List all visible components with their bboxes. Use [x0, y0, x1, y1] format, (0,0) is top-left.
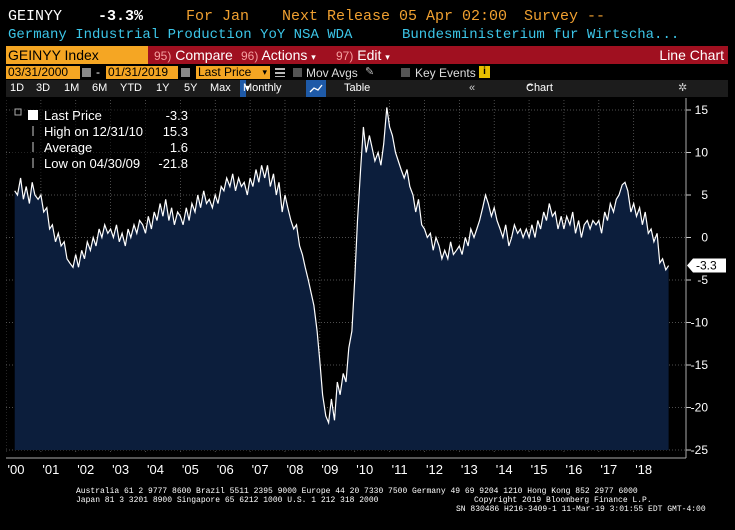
frequency-dropdown-icon: ▼	[243, 83, 252, 93]
chart-toolbar: GEINYY Index 95) Compare 96) Actions ▾ 9…	[6, 46, 728, 64]
for-period-label: For Jan	[186, 8, 250, 25]
field-dropdown-icon: ▾	[262, 67, 267, 77]
y-tick-label: 5	[701, 188, 708, 202]
legend-value: 1.6	[170, 140, 188, 155]
description-label: Germany Industrial Production YoY NSA WD…	[8, 27, 353, 43]
header-row: GEINYY -3.3% For Jan Next Release 05 Apr…	[0, 8, 735, 28]
x-tick-label: '01	[42, 462, 59, 477]
legend-label: Last Price	[44, 108, 102, 123]
legend-label: High on 12/31/10	[44, 124, 143, 139]
legend-label: Average	[44, 140, 92, 155]
series-area-fill	[14, 107, 669, 451]
compare-button[interactable]: 95) Compare	[154, 47, 233, 63]
end-date-field[interactable]: 01/31/2019	[106, 66, 178, 79]
last-value-label: -3.3	[696, 259, 717, 273]
x-tick-label: '15	[531, 462, 548, 477]
x-tick-label: '09	[321, 462, 338, 477]
chart-area: 15 10 5 0 -5 -10 -15 -20 -25 '00 '01 '02 '03 '04 '05 '0…	[5, 98, 728, 478]
line-chart: 15 10 5 0 -5 -10 -15 -20 -25 '00 '01 '02 '03 '04 '05 '0…	[5, 98, 728, 478]
period-ytd[interactable]: YTD	[120, 82, 142, 94]
x-tick-label: '17	[600, 462, 617, 477]
table-button[interactable]: Table	[344, 82, 371, 94]
mov-avgs-checkbox[interactable]	[293, 68, 302, 77]
period-6m[interactable]: 6M	[92, 82, 108, 94]
x-tick-label: '11	[392, 462, 408, 477]
y-tick-label: 10	[695, 146, 709, 160]
chevron-up-icon: ⌃	[526, 83, 535, 94]
settings-icon[interactable]	[274, 66, 286, 78]
legend-value: -21.8	[158, 156, 188, 171]
y-tick-label: -5	[697, 273, 708, 287]
x-tick-label: '10	[356, 462, 373, 477]
pencil-icon[interactable]: ✎	[365, 66, 375, 78]
x-tick-label: '08	[286, 462, 303, 477]
footer: Australia 61 2 9777 8600 Brazil 5511 239…	[0, 485, 735, 530]
legend-box	[12, 104, 200, 176]
footer-contacts-1: Australia 61 2 9777 8600 Brazil 5511 239…	[76, 487, 638, 496]
period-1y[interactable]: 1Y	[156, 82, 170, 94]
legend-value: 15.3	[163, 124, 188, 139]
legend-collapse-icon[interactable]	[14, 108, 22, 116]
range-bar: 03/31/2000 - 01/31/2019 Last Price ▾ Mov …	[6, 65, 728, 81]
gear-icon[interactable]: ✲	[678, 82, 688, 94]
actions-button[interactable]: 96) Actions ▾	[241, 47, 316, 63]
x-tick-label: '14	[496, 462, 513, 477]
info-icon[interactable]: i	[479, 66, 490, 78]
legend-value: -3.3	[166, 108, 188, 123]
mov-avgs-label: Mov Avgs	[306, 66, 358, 80]
source-label: Bundesministerium fur Wirtscha...	[402, 27, 680, 43]
calendar-icon[interactable]	[82, 68, 91, 77]
key-events-checkbox[interactable]	[401, 68, 410, 77]
actions-dropdown-icon: ▾	[311, 52, 316, 62]
ticker-label: GEINYY	[8, 8, 63, 25]
period-max[interactable]: Max	[210, 82, 231, 94]
legend-swatch	[28, 110, 38, 120]
x-tick-label: '13	[461, 462, 478, 477]
period-1d[interactable]: 1D	[10, 82, 25, 94]
edit-button[interactable]: 97) Edit ▾	[336, 47, 390, 63]
collapse-icon[interactable]: «	[469, 82, 476, 94]
field-select[interactable]: Last Price ▾	[196, 66, 270, 79]
period-5y[interactable]: 5Y	[184, 82, 198, 94]
footer-contacts-2: Japan 81 3 3201 8900 Singapore 65 6212 1…	[76, 496, 379, 505]
edit-dropdown-icon: ▾	[385, 52, 390, 62]
y-tick-label: -10	[691, 316, 709, 330]
x-tick-label: '07	[252, 462, 269, 477]
x-tick-label: '00	[8, 462, 25, 477]
x-tick-label: '16	[565, 462, 582, 477]
y-tick-label: -15	[691, 358, 709, 372]
y-tick-label: -25	[691, 443, 709, 457]
index-field[interactable]: GEINYY Index	[6, 46, 148, 64]
period-bar: 1D 3D 1M 6M YTD 1Y 5Y Max Monthly ▼ Tabl…	[6, 80, 728, 111]
survey-label: Survey --	[524, 8, 606, 25]
x-tick-label: '05	[182, 462, 199, 477]
key-events-label: Key Events	[415, 66, 476, 80]
period-3d[interactable]: 3D	[36, 82, 51, 94]
x-tick-label: '02	[77, 462, 94, 477]
x-tick-label: '04	[147, 462, 164, 477]
x-tick-label: '12	[426, 462, 443, 477]
calendar-icon[interactable]	[181, 68, 190, 77]
y-tick-label: 15	[695, 103, 709, 117]
legend-label: Low on 04/30/09	[44, 156, 140, 171]
header-value: -3.3%	[98, 8, 144, 25]
footer-copyright: Copyright 2019 Bloomberg Finance L.P.	[474, 496, 652, 505]
y-tick-label: 0	[701, 231, 708, 245]
chart-type-label: Line Chart	[659, 47, 724, 63]
range-dash: -	[96, 65, 100, 79]
x-tick-label: '03	[112, 462, 129, 477]
x-tick-label: '06	[217, 462, 234, 477]
description-row: Germany Industrial Production YoY NSA WD…	[0, 27, 735, 45]
y-tick-label: -20	[691, 401, 709, 415]
x-tick-label: '18	[635, 462, 652, 477]
footer-session: SN 830486 H216-3409-1 11-Mar-19 3:01:55 …	[456, 505, 706, 514]
last-value-tag	[687, 258, 726, 273]
period-1m[interactable]: 1M	[64, 82, 80, 94]
series-line	[14, 107, 670, 426]
start-date-field[interactable]: 03/31/2000	[6, 66, 80, 79]
next-release-label: Next Release 05 Apr 02:00	[282, 8, 508, 25]
line-chart-icon[interactable]	[306, 80, 326, 97]
frequency-select[interactable]: Monthly ▼	[240, 80, 282, 97]
